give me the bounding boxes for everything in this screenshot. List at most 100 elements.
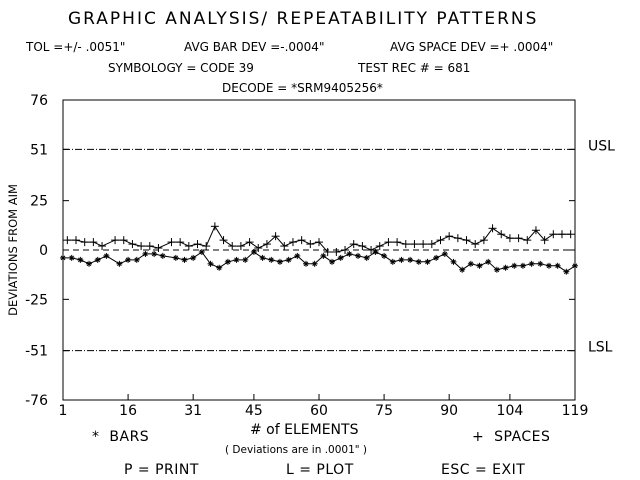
spaces-point xyxy=(523,236,532,245)
bars-point xyxy=(172,254,179,261)
spaces-point xyxy=(219,236,228,245)
bars-point xyxy=(572,262,578,269)
spaces-point xyxy=(479,236,488,245)
bars-point xyxy=(250,248,257,255)
y-tick-label: 0 xyxy=(39,243,48,259)
spaces-point xyxy=(202,242,211,251)
bars-point xyxy=(450,258,457,265)
plot-key-hint[interactable]: L = PLOT xyxy=(286,462,354,478)
bars-point xyxy=(116,260,123,267)
exit-key-hint[interactable]: ESC = EXIT xyxy=(441,462,526,478)
bars-point xyxy=(329,258,336,265)
spaces-point xyxy=(488,224,497,233)
bars-point xyxy=(554,262,561,269)
avg-bar-dev-text: AVG BAR DEV =-.0004" xyxy=(184,40,325,54)
bars-point xyxy=(528,260,535,267)
spaces-point xyxy=(236,242,245,251)
spaces-point xyxy=(306,240,315,249)
bars-point xyxy=(142,250,149,257)
bars-point xyxy=(372,248,379,255)
x-tick-label: 16 xyxy=(119,403,137,419)
bars-point xyxy=(511,262,518,269)
avg-space-dev-text: AVG SPACE DEV =+ .0004" xyxy=(390,40,554,54)
bars-point xyxy=(216,264,223,271)
bars-point xyxy=(224,258,231,265)
bars-point xyxy=(433,254,440,261)
bars-point xyxy=(415,258,422,265)
bars-point xyxy=(537,260,544,267)
x-axis-label: # of ELEMENTS xyxy=(250,422,359,438)
decode-text: DECODE = *SRM9405256* xyxy=(222,81,383,95)
spaces-point xyxy=(228,242,237,251)
bars-point xyxy=(302,260,309,267)
bars-point xyxy=(363,254,370,261)
bars-point xyxy=(60,254,66,261)
bars-point xyxy=(133,256,140,263)
bars-point xyxy=(198,248,205,255)
bars-point xyxy=(398,256,405,263)
bars-point xyxy=(407,256,414,263)
spaces-point xyxy=(262,240,271,249)
spaces-point xyxy=(453,234,462,243)
bars-point xyxy=(346,250,353,257)
bars-point xyxy=(519,262,526,269)
spaces-point xyxy=(80,238,89,247)
spaces-point xyxy=(549,230,558,239)
bars-point xyxy=(77,256,84,263)
spaces-point xyxy=(384,238,393,247)
spaces-point xyxy=(245,238,254,247)
bars-point xyxy=(563,268,570,275)
spaces-point xyxy=(540,236,549,245)
bars-point xyxy=(337,254,344,261)
spaces-point xyxy=(176,238,185,247)
x-tick-label: 90 xyxy=(440,403,458,419)
spaces-point xyxy=(462,236,471,245)
test-record-text: TEST REC # = 681 xyxy=(358,61,471,75)
spaces-point xyxy=(375,242,384,251)
bars-point xyxy=(493,266,500,273)
x-tick-label: 60 xyxy=(310,403,328,419)
bars-point xyxy=(68,254,75,261)
x-tick-label: 104 xyxy=(497,403,524,419)
spaces-point xyxy=(297,236,306,245)
bars-point xyxy=(285,256,292,263)
y-tick-label: 51 xyxy=(30,142,48,158)
usl-label: USL xyxy=(588,138,615,154)
y-tick-label: -51 xyxy=(25,344,48,360)
x-tick-label: 119 xyxy=(562,403,589,419)
print-key-hint[interactable]: P = PRINT xyxy=(124,462,199,478)
spaces-point xyxy=(288,238,297,247)
spaces-point xyxy=(514,234,523,243)
spaces-point xyxy=(445,232,454,241)
bars-point xyxy=(242,256,249,263)
spaces-point xyxy=(111,236,120,245)
spaces-point xyxy=(315,238,323,247)
y-tick-label: -76 xyxy=(25,393,48,409)
bars-point xyxy=(485,258,492,265)
bars-point xyxy=(311,260,318,267)
spaces-point xyxy=(497,230,506,239)
spaces-point xyxy=(98,242,107,251)
bars-point xyxy=(181,256,188,263)
spaces-point xyxy=(436,236,445,245)
spaces-point xyxy=(72,236,81,245)
spaces-point xyxy=(531,226,540,235)
bars-point xyxy=(476,262,483,269)
bars-point xyxy=(159,252,166,259)
x-axis-note: ( Deviations are in .0001" ) xyxy=(225,444,368,456)
bars-point xyxy=(459,266,466,273)
x-tick-label: 45 xyxy=(245,403,263,419)
spaces-point xyxy=(358,242,367,251)
lsl-label: LSL xyxy=(588,340,613,356)
tolerance-text: TOL =+/- .0051" xyxy=(26,40,126,54)
spaces-point xyxy=(193,240,202,249)
bars-point xyxy=(86,260,93,267)
spaces-point xyxy=(410,240,419,249)
spaces-point xyxy=(341,246,350,254)
y-tick-label: 76 xyxy=(30,93,48,109)
symbology-text: SYMBOLOGY = CODE 39 xyxy=(108,61,254,75)
spaces-point xyxy=(332,247,341,256)
bars-point xyxy=(294,252,301,259)
spaces-point xyxy=(505,234,514,243)
bars-point xyxy=(268,256,275,263)
